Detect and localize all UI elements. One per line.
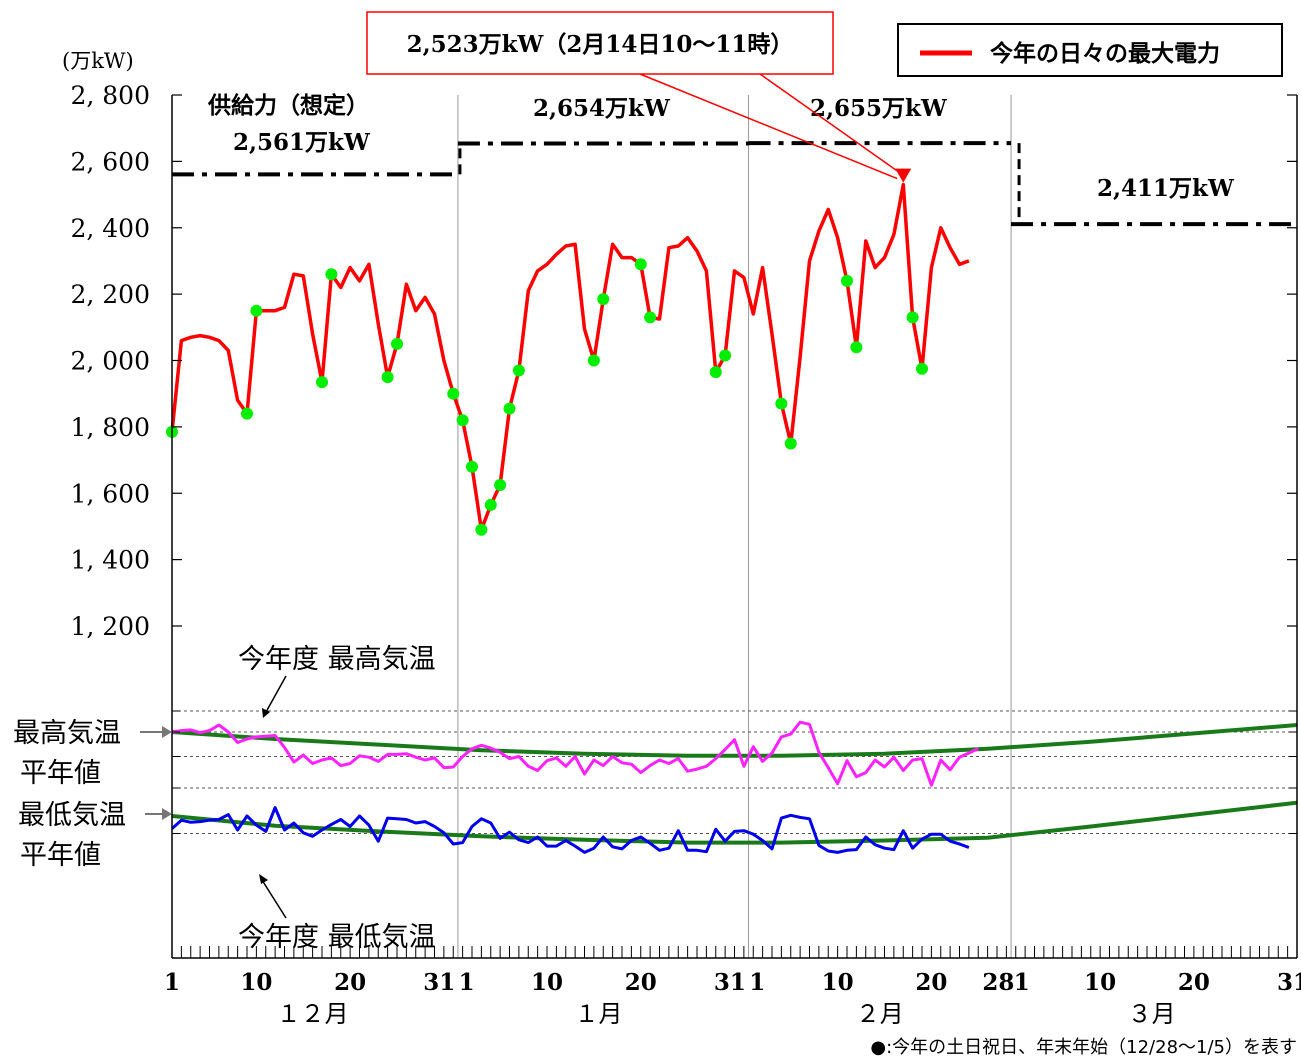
power-demand-line xyxy=(170,182,970,532)
peak-arrow-icon xyxy=(895,168,912,183)
min-temp-line xyxy=(171,806,970,854)
max-temp-arrow-icon xyxy=(262,708,270,718)
x-tick-label: 20 xyxy=(915,969,947,996)
legend-label: 今年の日々の最大電力 xyxy=(990,40,1220,67)
holiday-marker xyxy=(241,407,253,420)
supply-value-label: 2,655万kW xyxy=(810,95,948,122)
max-temp-pointer xyxy=(265,675,287,713)
x-tick-label: 1 xyxy=(749,969,765,996)
holiday-marker xyxy=(512,364,525,377)
holiday-marker xyxy=(841,274,853,287)
y-tick-label: 2, 400 xyxy=(70,214,150,243)
x-tick-label: 20 xyxy=(1178,969,1210,996)
month-label: １２月 xyxy=(277,1000,349,1028)
holiday-marker xyxy=(906,311,919,324)
min-temp-normal-line xyxy=(171,800,1298,845)
x-tick-label: 10 xyxy=(240,969,272,996)
supply-title: 供給力（想定） xyxy=(207,92,369,119)
peak-callout-line-a xyxy=(639,73,898,180)
holiday-marker xyxy=(475,523,488,536)
power-demand-series xyxy=(166,182,970,536)
min-temp-arrow-icon xyxy=(259,874,268,884)
holiday-marker xyxy=(250,304,263,317)
holiday-marker xyxy=(644,311,657,324)
min-temp-pointer xyxy=(261,879,287,919)
holiday-marker xyxy=(850,341,863,354)
max-normal-label-line2: 平年値 xyxy=(20,758,101,789)
supply-value-label: 2,561万kW xyxy=(233,129,371,156)
max-temp-line xyxy=(171,720,979,787)
y-tick-label: 1, 800 xyxy=(70,413,150,442)
holiday-marker xyxy=(775,397,788,410)
holiday-marker xyxy=(587,354,600,367)
month-label: １月 xyxy=(575,1000,623,1028)
x-tick-label: 10 xyxy=(822,969,854,996)
footnote: ●:今年の土日祝日、年末年始（12/28～1/5）を表す xyxy=(870,1037,1297,1058)
x-tick-label: 1 xyxy=(1014,969,1030,996)
min-normal-arrow-icon xyxy=(162,808,172,820)
supply-capacity-lines xyxy=(172,141,1297,227)
peak-callout-line-b xyxy=(759,73,906,178)
x-tick-label: 1 xyxy=(459,969,475,996)
labels: 2, 800 2, 600 2, 400 2, 200 2, 000 1, 800 1, 6… xyxy=(13,11,1301,1058)
holiday-marker xyxy=(597,293,610,306)
min-temp-label: 今年度 最低気温 xyxy=(238,922,436,953)
y-tick-label: 2, 200 xyxy=(70,280,150,309)
holiday-marker xyxy=(456,414,469,427)
holiday-marker xyxy=(784,437,797,450)
supply-value-label: 2,654万kW xyxy=(533,95,671,122)
holiday-marker xyxy=(447,387,460,400)
x-tick-label: 28 xyxy=(982,969,1014,996)
holiday-marker xyxy=(634,258,647,271)
x-tick-label: 31 xyxy=(1277,969,1301,996)
holiday-marker xyxy=(391,337,403,350)
holiday-marker xyxy=(719,349,732,362)
peak-callout-text: 2,523万kW（2月14日10～11時） xyxy=(407,31,794,58)
max-normal-arrow-icon xyxy=(162,726,172,738)
y-tick-label: 1, 600 xyxy=(70,479,150,508)
temperature-lines xyxy=(171,720,1298,854)
max-temp-normal-line xyxy=(171,723,1298,758)
holiday-marker xyxy=(494,478,507,491)
y-tick-label: 1, 400 xyxy=(70,546,150,575)
x-tick-label: 31 xyxy=(423,969,455,996)
axes xyxy=(171,94,1298,959)
max-temp-label: 今年度 最高気温 xyxy=(238,644,436,675)
max-normal-label-line1: 最高気温 xyxy=(13,718,121,749)
y-tick-label: 2, 800 xyxy=(70,81,150,110)
month-label: ２月 xyxy=(856,1000,904,1028)
month-label: ３月 xyxy=(1128,1000,1176,1028)
x-tick-label: 10 xyxy=(1084,969,1116,996)
holiday-marker xyxy=(503,402,516,415)
peak-callout-box xyxy=(366,11,834,75)
holiday-marker xyxy=(316,376,328,389)
y-tick-label: 1, 200 xyxy=(70,612,150,641)
x-tick-label: 20 xyxy=(334,969,366,996)
x-tick-label: 31 xyxy=(714,969,746,996)
min-normal-label-line1: 最低気温 xyxy=(18,800,126,831)
holiday-marker xyxy=(381,371,394,384)
holiday-marker xyxy=(709,366,722,379)
y-tick-label: 2, 000 xyxy=(70,347,150,376)
x-tick-label: 10 xyxy=(531,969,563,996)
supply-value-label: 2,411万kW xyxy=(1097,175,1235,202)
holiday-marker xyxy=(466,460,478,473)
holiday-marker xyxy=(484,498,497,511)
y-tick-label: 2, 600 xyxy=(70,147,150,176)
legend-box xyxy=(897,23,1283,77)
y-unit-label: (万kW) xyxy=(62,49,134,73)
min-normal-label-line2: 平年値 xyxy=(20,840,101,871)
holiday-marker xyxy=(325,268,338,281)
x-tick-label: 1 xyxy=(164,969,180,996)
holiday-marker xyxy=(916,362,928,375)
x-tick-label: 20 xyxy=(625,969,657,996)
